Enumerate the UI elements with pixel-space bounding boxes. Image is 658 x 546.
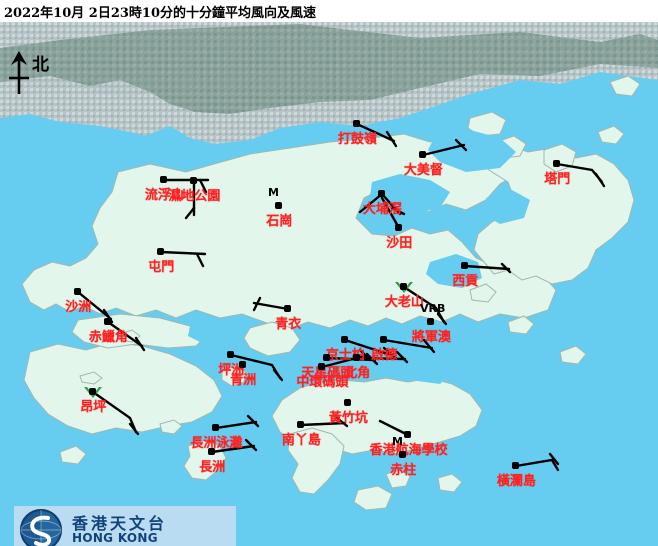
station-name-label: 沙田 bbox=[386, 236, 413, 251]
station-name-label: 青洲 bbox=[230, 373, 257, 388]
station-name-label: 西貢 bbox=[452, 274, 479, 289]
page-title: 2022年10月 2日23時10分的十分鐘平均風向及風速 bbox=[4, 6, 317, 21]
station-dot-icon bbox=[462, 263, 467, 268]
station-name-label: 大美督 bbox=[403, 163, 443, 178]
north-label: 北 bbox=[32, 55, 49, 75]
station-dot-icon bbox=[342, 337, 347, 342]
hko-swirl-icon bbox=[20, 509, 62, 546]
station-name-label: 南丫島 bbox=[281, 433, 321, 448]
station-name-label: 坪洲 bbox=[218, 363, 245, 378]
station-name-label: 黃竹坑 bbox=[328, 411, 368, 426]
north-arrow-icon bbox=[9, 51, 29, 94]
station-dot-icon bbox=[298, 422, 303, 427]
station-name-label: 塔門 bbox=[544, 172, 571, 187]
station-dot-icon bbox=[400, 452, 405, 457]
station-name-label: 天星碼頭 bbox=[301, 366, 354, 381]
station-dot-icon bbox=[554, 161, 559, 166]
title-bar: 2022年10月 2日23時10分的十分鐘平均風向及風速 bbox=[0, 0, 658, 22]
station-name-label: 橫瀾島 bbox=[496, 474, 536, 489]
station-name-label: 青衣 bbox=[275, 317, 302, 332]
station-dot-icon bbox=[319, 364, 324, 369]
station-name-label: 赤柱 bbox=[390, 463, 417, 478]
station-name-label: 屯門 bbox=[148, 260, 175, 275]
station-name-label: 流浮山 bbox=[144, 188, 184, 203]
station-dot-icon bbox=[75, 289, 80, 294]
station-dot-icon bbox=[354, 355, 359, 360]
station-dot-icon bbox=[158, 249, 163, 254]
station-name-label: 大老山 bbox=[384, 295, 424, 310]
station-status-code: M bbox=[268, 186, 279, 199]
map-canvas[interactable]: 北 打鼓嶺流浮山 濕地公園 M 石崗 大美督塔門大埔滘沙田屯門西貢沙洲 大老山青衣赤鱲角 V… bbox=[0, 22, 658, 546]
station-dot-icon bbox=[428, 319, 433, 324]
station-dot-icon bbox=[345, 400, 350, 405]
wind-barb-layer bbox=[76, 122, 606, 472]
station-dot-icon bbox=[90, 389, 95, 394]
hongkong-landmass bbox=[21, 75, 641, 511]
station-dot-icon bbox=[396, 225, 401, 230]
station-dot-icon bbox=[105, 319, 110, 324]
station-name-label: 中環碼頭 bbox=[296, 375, 349, 390]
station-dot-icon bbox=[513, 463, 518, 468]
hko-logo: 香港天文台 HONG KONG OBSERVATORY bbox=[14, 506, 236, 546]
station-name-label: 赤鱲角 bbox=[88, 330, 128, 345]
station-dot-icon bbox=[209, 449, 214, 454]
station-name-label: 長洲泳灘 bbox=[190, 436, 243, 451]
station-dot-icon bbox=[420, 152, 425, 157]
station-dot-icon bbox=[191, 178, 196, 183]
station-name-label: 石崗 bbox=[266, 214, 293, 229]
station-name-label: 長洲 bbox=[199, 460, 226, 475]
station-dot-icon bbox=[405, 432, 410, 437]
station-name-label: 將軍澳 bbox=[411, 330, 451, 345]
station-name-label: 啟德 bbox=[371, 348, 398, 363]
station-status-code: M bbox=[392, 435, 403, 448]
station-dot-icon bbox=[324, 355, 329, 360]
station-name-label: 濕地公園 bbox=[168, 189, 221, 204]
station-name-label: 打鼓嶺 bbox=[337, 132, 377, 147]
station-dot-icon bbox=[213, 425, 218, 430]
station-name-label: 北角 bbox=[344, 366, 371, 381]
station-name-label: 京士柏 bbox=[325, 348, 365, 363]
station-dot-icon bbox=[379, 191, 384, 196]
station-status-code: VRB bbox=[420, 302, 446, 315]
mainland-china-terrain bbox=[0, 22, 658, 172]
station-name-label: 沙洲 bbox=[65, 300, 92, 315]
station-dot-icon bbox=[161, 177, 166, 182]
station-dot-icon bbox=[228, 352, 233, 357]
station-dot-icon bbox=[240, 362, 245, 367]
map-geography bbox=[0, 22, 658, 546]
hko-name-chinese: 香港天文台 bbox=[72, 514, 168, 533]
station-dot-icon bbox=[285, 306, 290, 311]
station-name-label: 昂坪 bbox=[80, 400, 107, 415]
hko-name-english: HONG KONG OBSERVATORY bbox=[72, 531, 173, 546]
station-name-label: 大埔滘 bbox=[362, 202, 402, 217]
station-dot-icon bbox=[276, 203, 281, 208]
station-name-label: 香港航海學校 bbox=[369, 443, 448, 458]
hko-globe-icon bbox=[20, 509, 62, 546]
station-dot-icon bbox=[381, 337, 386, 342]
north-arrow: 北 bbox=[6, 48, 60, 96]
station-dot-icon bbox=[401, 284, 406, 289]
station-dot-icon bbox=[354, 121, 359, 126]
